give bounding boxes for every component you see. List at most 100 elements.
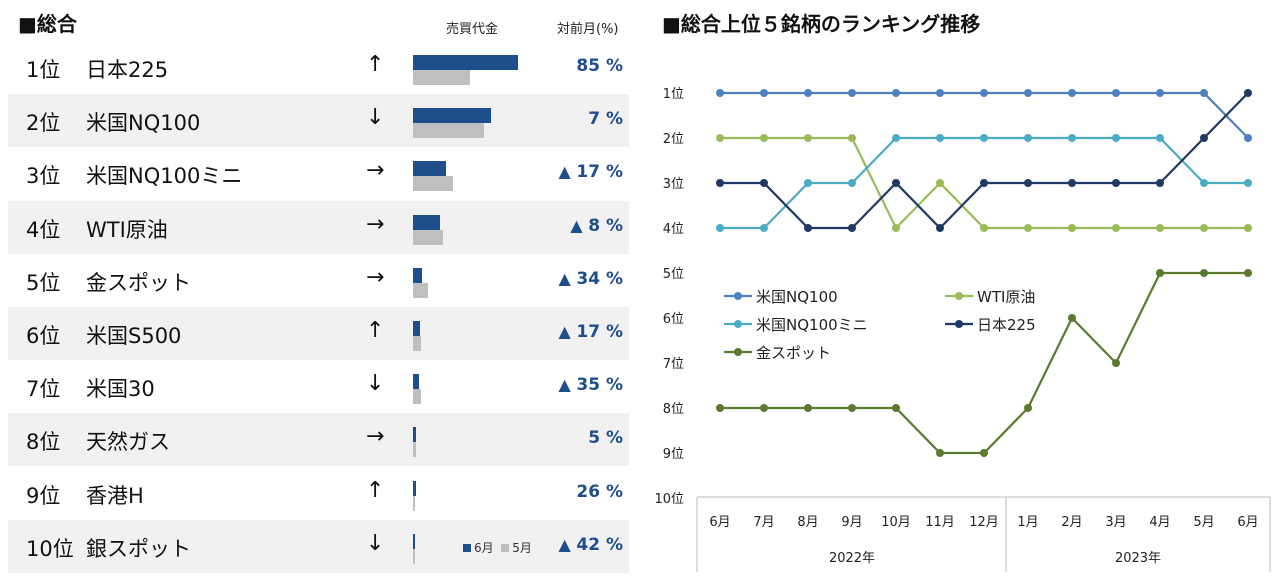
y-tick-label: 1位 bbox=[663, 87, 684, 102]
x-tick-label: 11月 bbox=[925, 515, 955, 530]
legend-label: WTI原油 bbox=[977, 288, 1035, 306]
trend-arrow-icon: ↓ bbox=[366, 530, 385, 556]
change-value: 17 % bbox=[576, 322, 623, 342]
table-row: 10位 銀スポット ↓ ▲ 42 % 6月 5月 bbox=[8, 519, 629, 573]
data-point bbox=[716, 404, 724, 412]
rank-label: 6位 bbox=[26, 324, 61, 348]
y-tick-label: 2位 bbox=[663, 132, 684, 147]
data-point bbox=[1068, 179, 1076, 187]
monthly-change: 7 % bbox=[588, 109, 623, 129]
legend-label: 米国NQ100ミニ bbox=[756, 316, 868, 334]
data-point bbox=[1024, 134, 1032, 142]
x-tick-label: 1月 bbox=[1017, 515, 1038, 530]
y-tick-label: 6位 bbox=[663, 312, 684, 327]
trend-arrow-icon: → bbox=[366, 264, 385, 290]
table-row: 9位 香港H ↑ 26 % bbox=[8, 467, 629, 520]
instrument-name: 香港H bbox=[86, 483, 144, 508]
ranking-line-chart: 1位 2位 3位 4位 5位 6位 7位 8位 9位 10位 2022年 2023年 6月 7月 8月 9月 1… bbox=[654, 87, 1271, 572]
instrument-name: 米国S500 bbox=[86, 324, 182, 348]
data-point bbox=[804, 89, 812, 97]
data-point bbox=[1024, 89, 1032, 97]
instrument-name: 銀スポット bbox=[86, 536, 191, 561]
may-swatch bbox=[501, 544, 510, 553]
data-point bbox=[760, 134, 768, 142]
may-sales-bar bbox=[413, 70, 470, 85]
change-value: 35 % bbox=[576, 375, 623, 396]
instrument-name: 米国30 bbox=[86, 377, 155, 402]
data-point bbox=[1068, 224, 1076, 232]
up-triangle-icon: ▲ bbox=[558, 162, 577, 182]
may-sales-bar bbox=[413, 123, 485, 139]
rank-label: 10位 bbox=[26, 536, 74, 561]
data-point bbox=[716, 224, 724, 232]
may-sales-bar bbox=[413, 229, 444, 245]
data-point bbox=[936, 179, 944, 187]
data-point bbox=[804, 134, 812, 142]
up-triangle-icon: ▲ bbox=[558, 268, 577, 288]
legend-marker bbox=[734, 348, 742, 356]
legend-marker bbox=[955, 292, 963, 300]
may-sales-bar bbox=[413, 442, 416, 458]
change-value: 34 % bbox=[576, 268, 623, 289]
y-tick-label: 4位 bbox=[663, 222, 684, 237]
rank-label: 8位 bbox=[26, 430, 61, 455]
may-sales-bar bbox=[413, 336, 422, 351]
june-sales-bar bbox=[413, 374, 420, 390]
trend-arrow-icon: ↓ bbox=[366, 105, 385, 131]
legend-marker bbox=[955, 320, 963, 328]
x-tick-label: 12月 bbox=[969, 515, 999, 530]
data-point bbox=[1156, 179, 1164, 187]
x-tick-label: 8月 bbox=[797, 515, 818, 530]
data-point bbox=[1068, 89, 1076, 97]
data-point bbox=[1200, 269, 1208, 277]
instrument-name: WTI原油 bbox=[86, 217, 168, 242]
data-point bbox=[936, 89, 944, 97]
monthly-change: 26 % bbox=[576, 482, 623, 502]
instrument-name: 金スポット bbox=[86, 270, 191, 295]
legend-marker bbox=[734, 320, 742, 328]
table-row: 7位 米国30 ↓ ▲ 35 % bbox=[8, 360, 629, 413]
june-sales-bar bbox=[413, 533, 415, 549]
change-value: 7 % bbox=[588, 109, 623, 130]
x-tick-label: 3月 bbox=[1105, 515, 1126, 530]
june-sales-bar bbox=[413, 427, 416, 443]
data-point bbox=[716, 179, 724, 187]
data-point bbox=[1024, 179, 1032, 187]
data-point bbox=[1112, 179, 1120, 187]
data-point bbox=[1200, 134, 1208, 142]
trend-arrow-icon: → bbox=[366, 424, 385, 450]
june-sales-bar bbox=[413, 267, 423, 283]
x-tick-label: 9月 bbox=[841, 515, 862, 530]
year-label: 2023年 bbox=[1115, 551, 1161, 566]
data-point bbox=[1068, 134, 1076, 142]
table-row: 8位 天然ガス → 5 % bbox=[8, 413, 629, 467]
instrument-name: 日本225 bbox=[86, 58, 169, 82]
table-row: 4位 WTI原油 → ▲ 8 % bbox=[8, 200, 629, 254]
data-point bbox=[848, 89, 856, 97]
may-sales-bar bbox=[413, 548, 416, 564]
monthly-change: ▲ 8 % bbox=[570, 216, 623, 236]
y-tick-label: 3位 bbox=[663, 177, 684, 192]
trend-arrow-icon: ↑ bbox=[366, 52, 385, 77]
change-value: 5 % bbox=[588, 428, 623, 449]
data-point bbox=[760, 89, 768, 97]
y-tick-label: 9位 bbox=[663, 447, 684, 462]
x-tick-label: 4月 bbox=[1149, 515, 1170, 530]
table-row: 1位 日本225 ↑ 85 % bbox=[8, 41, 629, 94]
monthly-change: 85 % bbox=[576, 56, 623, 76]
rank-label: 2位 bbox=[26, 111, 61, 136]
data-point bbox=[980, 134, 988, 142]
instrument-name: 天然ガス bbox=[86, 430, 170, 455]
data-point bbox=[1244, 179, 1252, 187]
june-sales-bar bbox=[413, 214, 441, 230]
rank-label: 1位 bbox=[26, 58, 61, 82]
data-point bbox=[1156, 89, 1164, 97]
x-tick-label: 6月 bbox=[1237, 515, 1258, 530]
data-point bbox=[892, 179, 900, 187]
ranking-table-panel: ■総合 売買代金 対前月(%) 1位 日本225 ↑ 85 % 2位 米国NQ100 ↓ 7 … bbox=[8, 12, 629, 573]
rank-label: 3位 bbox=[26, 164, 61, 189]
trend-arrow-icon: → bbox=[366, 158, 385, 184]
may-sales-bar bbox=[413, 176, 453, 192]
data-point bbox=[1244, 134, 1252, 142]
data-point bbox=[716, 89, 724, 97]
